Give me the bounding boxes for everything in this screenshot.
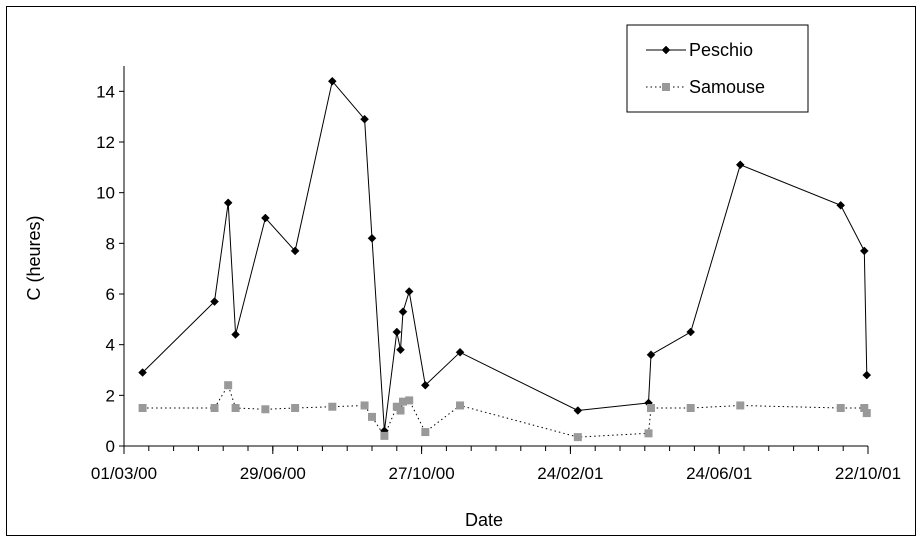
data-point-peschio <box>859 246 869 256</box>
data-point-peschio <box>360 114 369 124</box>
x-tick-label: 24/02/01 <box>537 464 603 483</box>
y-tick-label: 10 <box>96 184 115 203</box>
data-point-samouse <box>647 404 655 412</box>
legend: Peschio Samouse <box>626 24 809 113</box>
data-point-peschio <box>138 368 147 377</box>
data-point-samouse <box>231 404 240 412</box>
x-tick-label: 27/10/00 <box>389 464 455 483</box>
data-point-samouse <box>573 433 582 442</box>
y-tick-label: 2 <box>106 386 115 405</box>
data-point-peschio <box>398 307 408 317</box>
y-tick-label: 4 <box>106 336 115 355</box>
series-line-peschio <box>142 80 868 431</box>
data-point-samouse <box>368 412 376 421</box>
x-tick-label: 22/10/01 <box>835 464 901 483</box>
data-point-peschio <box>420 380 430 390</box>
legend-marker-samouse <box>662 83 670 91</box>
data-point-samouse <box>644 429 653 438</box>
legend-marker-peschio <box>661 45 671 55</box>
data-point-samouse <box>261 405 270 414</box>
data-point-samouse <box>399 397 407 406</box>
data-point-peschio <box>367 233 377 243</box>
data-point-samouse <box>686 404 695 412</box>
data-point-samouse <box>210 404 219 412</box>
data-point-peschio <box>290 246 300 256</box>
data-point-peschio <box>327 76 337 86</box>
y-tick-label: 14 <box>96 82 115 101</box>
data-point-peschio <box>223 198 233 208</box>
data-point-samouse <box>421 428 430 437</box>
x-tick-label: 29/06/00 <box>240 464 306 483</box>
data-point-samouse <box>328 402 337 411</box>
x-tick-label: 24/06/01 <box>686 464 752 483</box>
legend-label-samouse: Samouse <box>689 77 765 97</box>
data-point-peschio <box>735 160 745 170</box>
data-point-samouse <box>291 404 300 412</box>
data-point-samouse <box>224 381 233 390</box>
data-point-samouse <box>836 404 845 412</box>
x-axis-title: Date <box>465 510 503 530</box>
data-point-peschio <box>836 200 846 210</box>
data-point-peschio <box>261 213 270 223</box>
x-tick-label: 01/03/00 <box>91 464 157 483</box>
series-line-samouse <box>142 384 868 438</box>
data-point-samouse <box>405 396 414 405</box>
legend-box <box>626 24 809 113</box>
data-point-peschio <box>573 406 583 415</box>
data-point-peschio <box>404 287 414 296</box>
data-point-peschio <box>231 330 240 339</box>
data-point-samouse <box>138 404 147 412</box>
data-point-peschio <box>646 350 656 360</box>
data-point-peschio <box>392 327 402 337</box>
data-point-peschio <box>862 370 872 380</box>
legend-entry-peschio: Peschio <box>646 40 753 60</box>
data-point-samouse <box>360 401 369 410</box>
legend-label-peschio: Peschio <box>689 40 753 60</box>
y-tick-label: 6 <box>106 285 115 304</box>
data-point-samouse <box>380 431 389 440</box>
data-point-peschio <box>686 327 696 337</box>
y-tick-label: 8 <box>106 234 115 253</box>
data-point-peschio <box>210 297 219 306</box>
legend-entry-samouse: Samouse <box>646 77 765 97</box>
series-peschio <box>138 76 872 436</box>
legend-entries: Peschio Samouse <box>646 40 765 97</box>
axes: 0 2 4 6 8 10 12 14 01/03/00 29/06/00 27/10/00 24/02… <box>91 66 901 483</box>
data-point-peschio <box>455 347 465 357</box>
series-layer <box>138 76 872 442</box>
y-tick-label: 12 <box>96 133 115 152</box>
data-point-samouse <box>736 401 745 410</box>
y-axis-title: C (heures) <box>24 215 44 300</box>
series-samouse <box>138 381 871 442</box>
y-tick-label: 0 <box>106 437 115 456</box>
data-point-samouse <box>860 404 869 412</box>
data-point-samouse <box>456 401 465 410</box>
data-point-samouse <box>396 406 405 415</box>
data-point-peschio <box>396 345 405 355</box>
data-point-samouse <box>862 409 871 418</box>
